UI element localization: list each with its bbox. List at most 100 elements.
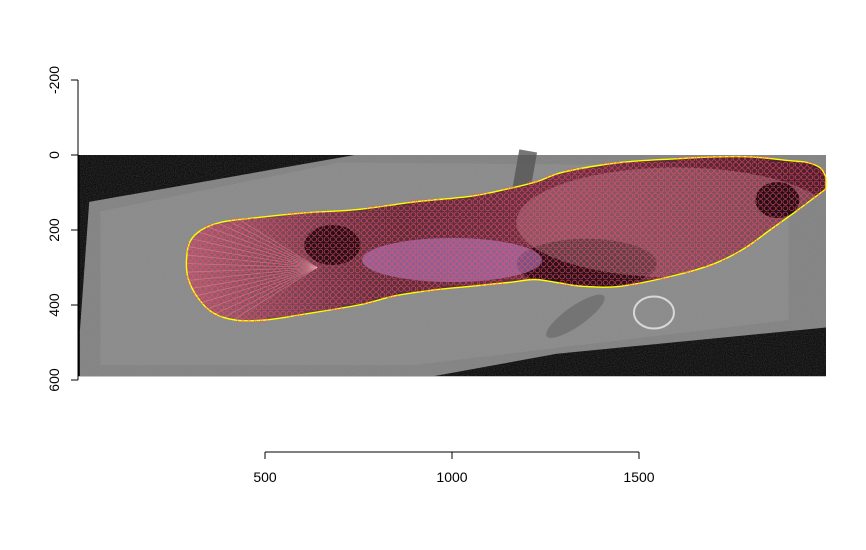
landmark-point	[813, 193, 820, 199]
landmark-point	[280, 242, 287, 249]
landmark-point	[497, 224, 504, 230]
landmark-point	[664, 174, 671, 181]
landmark-point	[199, 279, 206, 286]
landmark-point	[559, 193, 566, 199]
landmark-point	[726, 199, 733, 205]
landmark-point	[416, 236, 423, 243]
landmark-point	[453, 267, 460, 274]
landmark-point	[677, 199, 683, 205]
landmark-point	[311, 304, 318, 311]
landmark-point	[503, 211, 510, 218]
landmark-point	[416, 273, 423, 280]
landmark-point	[534, 230, 541, 236]
landmark-point	[447, 273, 454, 280]
landmark-point	[255, 261, 262, 267]
landmark-point	[286, 298, 293, 305]
landmark-point	[559, 236, 566, 243]
landmark-point	[571, 211, 578, 218]
landmark-point	[484, 242, 491, 249]
landmark-point	[422, 199, 429, 205]
landmark-point	[571, 180, 578, 187]
landmark-point	[286, 267, 293, 274]
landmark-point	[354, 255, 361, 261]
landmark-point	[590, 236, 597, 243]
landmark-point	[639, 248, 646, 255]
landmark-point	[627, 267, 634, 274]
landmark-point	[726, 174, 733, 181]
landmark-point	[360, 248, 367, 255]
landmark-point	[633, 205, 640, 212]
landmark-point	[596, 248, 603, 255]
landmark-point	[206, 304, 212, 311]
landmark-point	[720, 217, 727, 224]
landmark-point	[243, 298, 249, 305]
landmark-point	[478, 230, 485, 236]
landmark-point	[608, 224, 615, 230]
landmark-point	[230, 261, 237, 267]
landmark-point	[280, 273, 287, 280]
landmark-point	[528, 261, 535, 267]
landmark-point	[379, 273, 386, 280]
landmark-point	[522, 217, 528, 224]
landmark-point	[683, 193, 690, 199]
landmark-point	[714, 224, 721, 230]
landmark-point	[627, 180, 634, 187]
landmark-point	[757, 230, 764, 236]
landmark-point	[596, 193, 603, 199]
landmark-point	[422, 273, 429, 280]
landmark-point	[522, 267, 528, 274]
landmark-point	[292, 211, 299, 218]
landmark-point	[323, 279, 330, 286]
landmark-point	[584, 186, 590, 193]
landmark-point	[509, 224, 516, 230]
landmark-point	[751, 236, 758, 243]
landmark-point	[311, 279, 318, 286]
landmark-point	[348, 286, 355, 292]
landmark-point	[255, 255, 262, 261]
landmark-point	[255, 230, 262, 236]
landmark-point	[633, 217, 640, 224]
landmark-point	[243, 255, 249, 261]
landmark-point	[329, 224, 336, 230]
landmark-point	[212, 310, 218, 317]
landmark-point	[689, 255, 696, 261]
landmark-point	[491, 273, 497, 280]
landmark-point	[701, 168, 708, 174]
landmark-point	[305, 304, 311, 311]
landmark-point	[391, 236, 398, 243]
landmark-point	[745, 224, 752, 230]
landmark-point	[460, 205, 466, 212]
landmark-point	[621, 211, 628, 218]
landmark-point	[577, 186, 584, 193]
landmark-point	[608, 217, 615, 224]
landmark-point	[627, 248, 634, 255]
landmark-point	[497, 230, 504, 236]
landmark-point	[373, 292, 380, 298]
landmark-point	[584, 255, 590, 261]
landmark-point	[249, 224, 255, 230]
landmark-point	[515, 186, 522, 193]
landmark-point	[224, 279, 231, 286]
landmark-point	[720, 193, 727, 199]
landmark-point	[720, 180, 727, 187]
landmark-point	[782, 186, 789, 193]
landmark-point	[261, 255, 268, 261]
landmark-point	[329, 230, 336, 236]
landmark-point	[534, 186, 541, 193]
landmark-point	[261, 217, 268, 224]
landmark-point	[571, 186, 578, 193]
landmark-point	[695, 248, 702, 255]
landmark-point	[317, 292, 324, 298]
landmark-point	[522, 199, 528, 205]
landmark-point	[385, 267, 392, 274]
landmark-point	[348, 211, 355, 218]
landmark-point	[658, 217, 665, 224]
landmark-point	[646, 205, 652, 212]
landmark-point	[639, 230, 646, 236]
landmark-point	[776, 205, 783, 212]
landmark-point	[745, 186, 752, 193]
landmark-point	[472, 255, 479, 261]
landmark-point	[726, 168, 733, 174]
landmark-point	[658, 174, 665, 181]
